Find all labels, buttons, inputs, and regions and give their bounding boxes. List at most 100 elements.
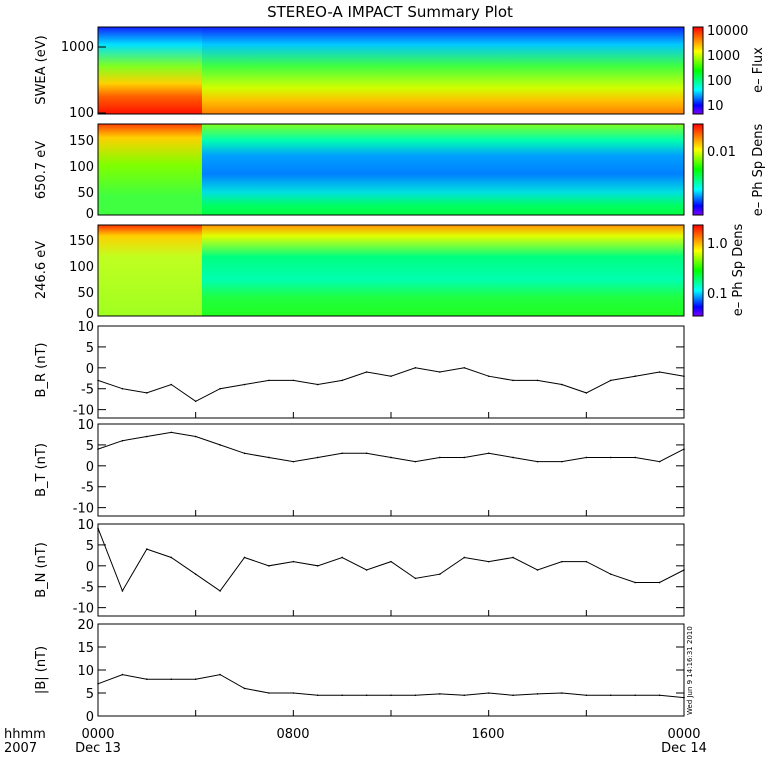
plot-timestamp: Wed Jun 9 14:16:31 2010: [686, 626, 694, 715]
data-point: [512, 379, 514, 382]
data-point: [414, 460, 417, 463]
y-tick-label: 15: [77, 641, 94, 656]
y-tick-label: -5: [81, 481, 94, 496]
y-tick-label: 0: [86, 560, 94, 575]
y-tick-label: 10: [77, 518, 94, 533]
br-axis-label: B_R (nT): [34, 343, 49, 398]
pad-246-spectrogram-frame: [97, 224, 685, 317]
x-tick-date: Dec 14: [661, 741, 707, 756]
data-point: [463, 694, 466, 697]
data-point: [634, 375, 636, 377]
bt-axis-label: B_T (nT): [34, 443, 49, 497]
data-point: [268, 565, 270, 567]
data-point: [585, 456, 588, 459]
y-tick-label: 20: [77, 618, 94, 633]
data-point: [341, 452, 343, 455]
data-point: [365, 452, 368, 455]
data-point: [146, 678, 148, 680]
data-point: [512, 694, 514, 697]
data-point: [683, 448, 685, 450]
y-tick-label: -10: [73, 602, 94, 617]
data-point: [561, 460, 563, 463]
data-point: [316, 383, 319, 386]
data-point: [316, 694, 319, 697]
data-point: [97, 683, 99, 685]
series-line: [97, 528, 685, 593]
data-point: [609, 456, 612, 459]
y-tick-label: 10: [77, 664, 94, 679]
data-point: [170, 678, 173, 680]
data-point: [194, 435, 197, 438]
data-point: [292, 379, 295, 382]
data-point: [121, 387, 124, 390]
data-point: [512, 556, 514, 559]
tick-label: 0: [86, 207, 94, 222]
pad-650-spectrogram-early: [98, 124, 202, 215]
y-tick-label: 10: [77, 418, 94, 433]
data-point: [268, 456, 270, 459]
pad-246-spectrogram-panel: 150 100 50 0 246.6 eV 1.0 0.1 e– Ph Sp D…: [34, 224, 746, 322]
swea-spectrogram-frame: [97, 26, 685, 115]
y-tick-label: 0: [86, 362, 94, 377]
data-point: [97, 379, 99, 382]
data-point: [487, 692, 490, 694]
data-point: [439, 456, 441, 459]
data-point: [658, 460, 661, 463]
colorbar-tick-label: 0.1: [707, 287, 728, 302]
data-point: [146, 548, 148, 550]
tick-label: 0: [86, 307, 94, 322]
y-tick-label: 5: [86, 439, 94, 454]
pad-246-colorbar-label: e– Ph Sp Dens: [731, 224, 746, 317]
tick-label: 100: [69, 106, 94, 121]
data-point: [341, 694, 343, 697]
data-point: [292, 560, 295, 563]
data-point: [439, 573, 441, 575]
data-point: [414, 577, 417, 580]
series-line: [97, 674, 685, 699]
tick-label: 150: [69, 134, 94, 149]
x-tick-label: 0800: [276, 727, 309, 742]
pad-650-colorbar-label: e– Ph Sp Dens: [751, 124, 766, 217]
data-point: [536, 569, 539, 571]
data-point: [634, 694, 636, 697]
panel-frame: [97, 523, 685, 617]
data-point: [121, 673, 124, 676]
data-point: [609, 573, 612, 575]
data-point: [390, 694, 392, 697]
data-point: [585, 560, 588, 563]
data-point: [585, 392, 588, 394]
y-tick-label: 5: [86, 687, 94, 702]
colorbar-tick-label: 1.0: [707, 237, 728, 252]
data-point: [463, 556, 466, 559]
data-point: [463, 367, 466, 369]
data-point: [219, 387, 221, 390]
tick-label: 100: [69, 260, 94, 275]
y-tick-label: -10: [73, 502, 94, 517]
data-point: [121, 439, 124, 442]
data-point: [268, 379, 270, 382]
data-point: [487, 452, 490, 455]
data-point: [683, 696, 685, 699]
colorbar-tick-label: 0.01: [707, 145, 736, 160]
x-tick-date: Dec 13: [75, 741, 121, 756]
data-point: [97, 448, 99, 450]
data-point: [243, 556, 246, 559]
swea-colorbar-label: e– Flux: [751, 47, 766, 93]
data-point: [243, 687, 246, 690]
data-point: [390, 560, 392, 563]
bmag-axis-label: |B| (nT): [34, 646, 49, 694]
data-point: [243, 452, 246, 455]
pad-650-colorbar: [692, 123, 704, 216]
panel-frame: [97, 423, 685, 517]
y-tick-label: -5: [81, 581, 94, 596]
y-tick-label: 0: [86, 710, 94, 725]
x-tick-label: 0000: [667, 727, 700, 742]
data-point: [170, 383, 173, 386]
data-point: [585, 694, 588, 697]
tick-label: 100: [69, 160, 94, 175]
data-point: [219, 444, 221, 446]
data-point: [463, 456, 466, 459]
swea-spectrogram-early: [98, 27, 202, 114]
data-point: [390, 456, 392, 459]
